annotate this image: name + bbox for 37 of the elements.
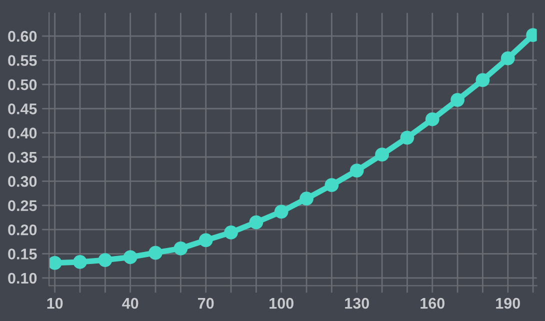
y-tick-label: 0.30	[8, 176, 37, 187]
point	[148, 246, 162, 260]
point	[49, 256, 62, 270]
y-tick-label: 0.35	[8, 152, 37, 163]
x-tick-label: 160	[420, 298, 444, 309]
x-tick-label: 190	[496, 298, 520, 309]
point	[400, 130, 414, 145]
point	[350, 164, 364, 178]
x-tick-label: 70	[198, 298, 214, 309]
y-tick-label: 0.25	[8, 200, 37, 212]
point	[476, 73, 490, 88]
point	[425, 112, 440, 126]
y-tick-label: 0.15	[8, 248, 37, 260]
point	[123, 250, 138, 264]
y-tick-label: 0.10	[8, 272, 37, 284]
point	[375, 148, 389, 162]
y-tick-label: 0.20	[8, 224, 37, 236]
point	[249, 215, 264, 230]
point	[324, 178, 339, 192]
point	[73, 255, 87, 269]
point	[198, 233, 213, 248]
point	[274, 204, 288, 219]
x-tick-label: 130	[345, 298, 369, 309]
point	[224, 226, 238, 240]
point	[300, 192, 314, 206]
point	[500, 51, 515, 66]
y-tick-label: 0.50	[8, 79, 37, 90]
point	[450, 92, 464, 107]
y-tick-label: 0.60	[8, 30, 37, 42]
x-tick-label: 40	[122, 298, 138, 309]
y-tick-label: 0.45	[8, 103, 37, 114]
point	[174, 241, 188, 256]
point	[98, 253, 112, 267]
x-tick-label: 10	[47, 298, 63, 309]
y-tick-label: 0.40	[8, 128, 37, 139]
y-tick-label: 0.55	[8, 55, 37, 66]
x-tick-label: 100	[270, 298, 294, 309]
